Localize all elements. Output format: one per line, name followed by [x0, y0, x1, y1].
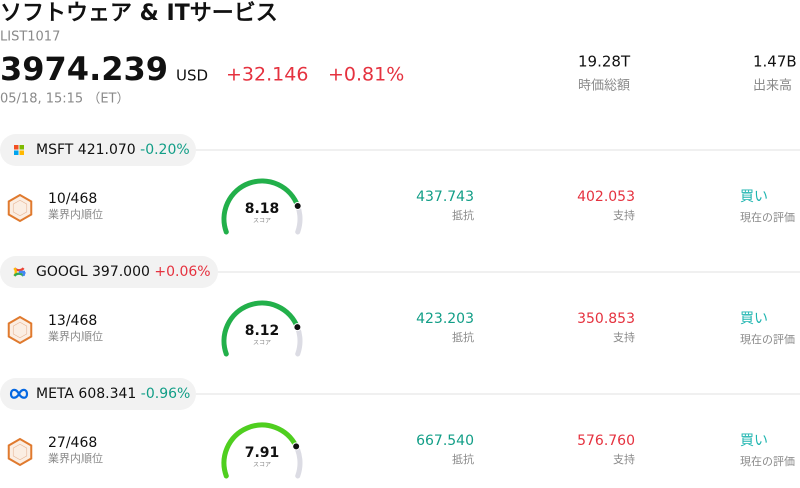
stat-value: 19.28T: [578, 53, 631, 71]
gauge-fill: [221, 300, 300, 357]
stock-change: -0.96%: [141, 386, 191, 402]
gauge-marker: [293, 323, 302, 332]
resistance: 423.203: [416, 311, 474, 327]
resistance: 667.540: [416, 433, 474, 449]
stock-price: 397.000: [92, 264, 150, 280]
currency: USD: [176, 67, 208, 85]
stat-value: 1.47B: [753, 53, 797, 71]
ticker: MSFT: [36, 142, 74, 158]
rank-icon: [7, 437, 33, 467]
timestamp: 05/18, 15:15 （ET）: [0, 92, 129, 107]
support: 576.760: [577, 433, 635, 449]
rating: 買い: [740, 189, 768, 205]
rank-icon: [12, 199, 28, 217]
support-label: 支持: [613, 208, 635, 222]
rating-label: 現在の評価: [740, 211, 795, 224]
resistance-label: 抵抗: [452, 208, 474, 222]
score-label: スコア: [253, 218, 271, 225]
score-label: スコア: [253, 462, 271, 469]
gauge-fill: [221, 422, 299, 479]
rank-label: 業界内順位: [48, 451, 103, 465]
resistance: 437.743: [416, 189, 474, 205]
logo: [14, 150, 19, 155]
gauge-marker: [292, 442, 301, 451]
score-label: スコア: [253, 340, 271, 347]
ticker-pill: [0, 256, 218, 288]
ticker-pill: [0, 134, 196, 166]
stock-change: +0.06%: [154, 264, 210, 280]
stat-label: 出来高: [753, 78, 792, 94]
rank-label: 業界内順位: [48, 329, 103, 343]
rank-icon: [7, 193, 33, 223]
rating: 買い: [740, 433, 768, 449]
rank: 10/468: [48, 191, 97, 207]
support: 402.053: [577, 189, 635, 205]
support: 350.853: [577, 311, 635, 327]
ticker-text: MSFT 421.070 -0.20%: [36, 142, 190, 158]
rating-label: 現在の評価: [740, 455, 795, 468]
rank-label: 業界内順位: [48, 207, 103, 221]
resistance-label: 抵抗: [452, 452, 474, 466]
stock-change: -0.20%: [140, 142, 190, 158]
gauge-marker: [293, 201, 302, 210]
support-label: 支持: [613, 330, 635, 344]
rating-label: 現在の評価: [740, 333, 795, 346]
logo: [19, 150, 24, 155]
change: +32.146: [226, 64, 308, 86]
ticker: GOOGL: [36, 264, 88, 280]
rank: 13/468: [48, 313, 97, 329]
score: 8.18: [245, 201, 280, 217]
change-percent: +0.81%: [328, 64, 404, 86]
logo: [19, 145, 24, 150]
rank-icon: [7, 315, 33, 345]
code: LIST1017: [0, 30, 60, 45]
price: 3974.239: [0, 50, 168, 88]
resistance-label: 抵抗: [452, 330, 474, 344]
rating: 買い: [740, 311, 768, 327]
logo: [9, 388, 29, 399]
support-label: 支持: [613, 452, 635, 466]
stock-price: 421.070: [78, 142, 136, 158]
stock-price: 608.341: [78, 386, 136, 402]
score: 8.12: [245, 323, 280, 339]
score: 7.91: [245, 445, 280, 461]
logo: [14, 145, 19, 150]
rank: 27/468: [48, 435, 97, 451]
ticker: META: [36, 386, 74, 402]
stat-label: 時価総額: [578, 79, 630, 94]
ticker-text: META 608.341 -0.96%: [36, 386, 190, 402]
ticker-text: GOOGL 397.000 +0.06%: [36, 264, 211, 280]
ticker-pill: [0, 378, 196, 410]
rank-icon: [12, 321, 28, 339]
title: ソフトウェア & ITサービス: [0, 1, 278, 26]
gauge-fill: [221, 178, 301, 235]
logo: [19, 270, 26, 276]
rank-icon: [12, 443, 28, 461]
